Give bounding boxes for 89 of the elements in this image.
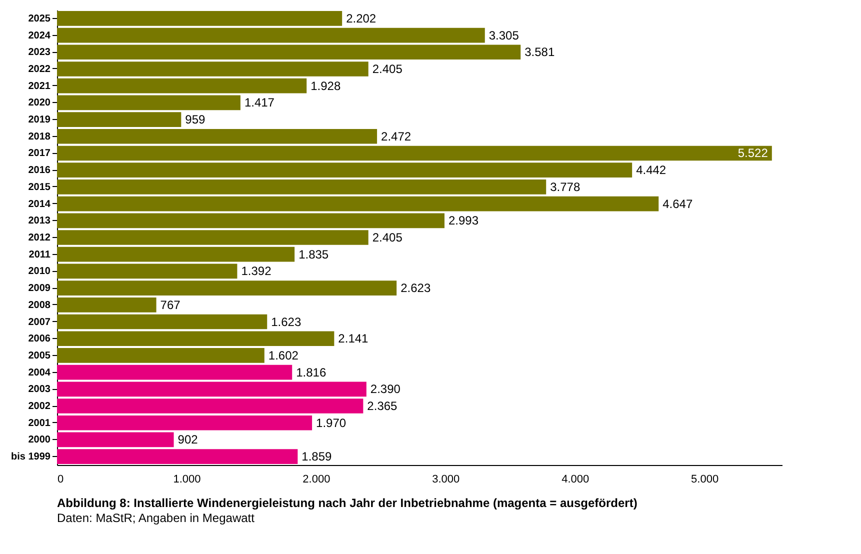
data-label: 1.602 [268, 348, 299, 362]
bar [57, 348, 264, 363]
data-label: 902 [178, 432, 198, 447]
x-tick-label: 4.000 [562, 474, 590, 486]
bar [57, 28, 485, 43]
text: Daten: MaStR; Angaben in Megawatt [57, 511, 256, 525]
y-tick-label: 2019 [28, 114, 51, 126]
data-label: 4.647 [662, 196, 693, 211]
data-label: 2.993 [448, 214, 479, 228]
data-label: 2.405 [372, 62, 403, 76]
data-label: 2.365 [367, 399, 398, 414]
y-tick-label: 2020 [28, 98, 51, 109]
data-label: 3.305 [488, 28, 520, 42]
bar [57, 128, 378, 144]
y-tick-label: 2024 [28, 30, 51, 42]
bar [57, 11, 342, 26]
y-tick-label: 2021 [28, 80, 51, 92]
y-tick-label: 2009 [28, 283, 51, 294]
bar [57, 78, 307, 94]
text: Abbildung 8: Installierte Windenergieleistung nach Jahr der Inbetriebnahme (magenta = ausgefördert) [57, 496, 638, 510]
y-tick-label: 2013 [28, 216, 51, 227]
y-tick-label: 2018 [28, 131, 51, 142]
y-tick-label: 2010 [28, 266, 51, 278]
data-label: 1.392 [241, 264, 272, 278]
data-label: 1.417 [244, 96, 275, 110]
x-tick-label: 0 [58, 474, 64, 486]
y-tick-label: 2007 [28, 316, 51, 328]
y-tick-label: 2001 [28, 418, 51, 429]
bar [57, 382, 366, 397]
bar [57, 213, 444, 228]
y-tick-label: 2002 [28, 401, 51, 412]
y-tick-label: 2014 [28, 198, 51, 210]
data-label: 1.835 [298, 247, 329, 262]
data-label: 1.623 [271, 314, 302, 329]
data-label: 1.816 [296, 365, 326, 380]
bar [57, 264, 238, 279]
x-tick-label: 2.000 [302, 474, 330, 486]
data-label: 2.202 [346, 11, 376, 26]
bar [57, 449, 298, 464]
x-tick-label: 5.000 [691, 474, 719, 486]
y-tick-label: 2012 [28, 232, 51, 244]
y-tick-label: 2008 [28, 300, 51, 311]
bar [57, 230, 368, 245]
data-label: 5.522 [738, 146, 768, 160]
y-tick-label: 2015 [28, 182, 51, 193]
bar [57, 314, 268, 330]
bar [57, 62, 368, 76]
y-tick-label: 2022 [28, 64, 51, 75]
y-tick-label: 2023 [28, 47, 51, 58]
y-tick-label: 2011 [28, 249, 51, 260]
data-label: 2.405 [372, 230, 403, 244]
bar [57, 246, 295, 262]
data-label: 2.472 [381, 129, 412, 144]
data-label: 3.581 [524, 45, 555, 60]
data-label: 959 [185, 112, 206, 127]
bar [57, 95, 240, 110]
bar [57, 331, 334, 346]
data-label: 2.390 [370, 382, 401, 396]
y-tick-label: 2004 [28, 367, 51, 378]
bar [57, 180, 546, 194]
data-label: 1.859 [302, 450, 332, 464]
bar [57, 280, 397, 296]
y-tick-label: 2000 [28, 434, 51, 446]
data-label: 1.970 [316, 416, 346, 430]
data-label: 1.928 [310, 78, 341, 93]
data-label: 4.442 [636, 163, 666, 178]
x-tick-label: 1.000 [173, 474, 201, 486]
data-label: 3.778 [550, 180, 580, 194]
y-tick-label: 2006 [28, 334, 51, 345]
data-label: 2.141 [338, 332, 369, 346]
bar [57, 398, 364, 414]
y-tick-label: 2003 [28, 384, 51, 396]
bar [57, 146, 772, 161]
bar [57, 162, 632, 178]
y-tick-label: bis 1999 [11, 452, 51, 463]
x-tick-label: 3.000 [432, 474, 460, 486]
bar [57, 196, 659, 212]
y-tick-label: 2025 [28, 13, 51, 24]
y-tick-label: 2017 [28, 148, 51, 160]
bar [57, 112, 182, 127]
bar [57, 364, 292, 380]
bar [57, 297, 156, 312]
data-label: 2.623 [400, 281, 431, 296]
y-tick-label: 2016 [28, 165, 51, 176]
data-label: 767 [160, 298, 181, 312]
bar [57, 415, 312, 430]
bar [57, 44, 521, 60]
bar [57, 432, 174, 448]
y-tick-label: 2005 [28, 350, 51, 362]
